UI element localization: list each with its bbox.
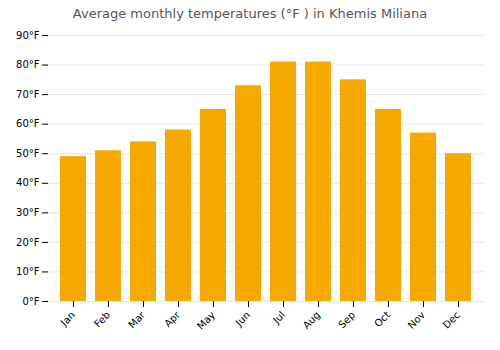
svg-text:60°F: 60°F bbox=[16, 118, 40, 129]
svg-text:Dec: Dec bbox=[441, 309, 462, 330]
svg-text:90°F: 90°F bbox=[16, 30, 40, 41]
svg-text:Oct: Oct bbox=[372, 309, 392, 329]
svg-text:80°F: 80°F bbox=[16, 59, 40, 70]
svg-text:Apr: Apr bbox=[162, 309, 183, 330]
svg-text:10°F: 10°F bbox=[16, 266, 40, 277]
svg-text:Nov: Nov bbox=[406, 309, 428, 331]
svg-text:20°F: 20°F bbox=[16, 237, 40, 248]
svg-text:Aug: Aug bbox=[301, 309, 323, 331]
svg-text:Jun: Jun bbox=[233, 309, 253, 329]
svg-text:May: May bbox=[195, 309, 217, 331]
svg-text:50°F: 50°F bbox=[16, 148, 40, 159]
svg-text:Jul: Jul bbox=[270, 309, 287, 326]
svg-text:70°F: 70°F bbox=[16, 89, 40, 100]
html-text:Average monthly temperatures (: Average monthly temperatures (°F ) in Kh… bbox=[72, 6, 428, 21]
svg-text:Jan: Jan bbox=[58, 309, 77, 328]
svg-text:Mar: Mar bbox=[126, 309, 148, 331]
svg-text:Sep: Sep bbox=[336, 309, 357, 330]
svg-text:0°F: 0°F bbox=[22, 296, 39, 307]
svg-text:30°F: 30°F bbox=[16, 207, 40, 218]
svg-text:Feb: Feb bbox=[92, 309, 112, 329]
svg-text:40°F: 40°F bbox=[16, 177, 40, 188]
